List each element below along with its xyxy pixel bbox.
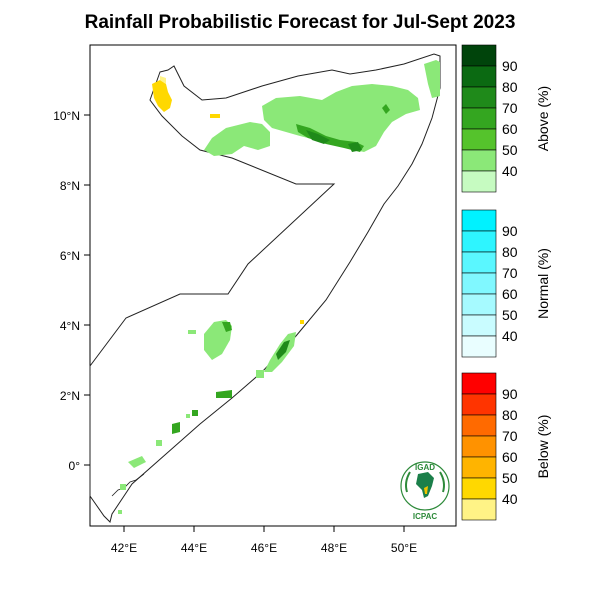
legend-label: 60	[502, 286, 518, 302]
x-tick-label: 48°E	[321, 541, 347, 555]
legend-swatch	[461, 149, 497, 172]
legend-swatch	[461, 314, 497, 337]
legend-label: 50	[502, 307, 518, 323]
legend-group: 90 80 70 60 50 40 Above (%) 90 80 70 60 50 40 Normal …	[461, 44, 551, 521]
legend-swatch	[461, 251, 497, 274]
legend-label: 50	[502, 470, 518, 486]
legend-swatch	[461, 209, 497, 232]
legend-swatch	[461, 65, 497, 88]
legend-swatch	[461, 435, 497, 458]
legend-label: 60	[502, 121, 518, 137]
legend-label: 70	[502, 100, 518, 116]
x-tick-label: 50°E	[391, 541, 417, 555]
map-frame	[89, 44, 457, 527]
y-axis	[84, 114, 90, 466]
legend-label: 80	[502, 407, 518, 423]
legend-swatch	[461, 128, 497, 151]
x-tick-label: 44°E	[181, 541, 207, 555]
y-tick-label: 2°N	[60, 389, 80, 403]
x-tick-label: 42°E	[111, 541, 137, 555]
legend-swatch	[461, 414, 497, 437]
legend-swatch	[461, 86, 497, 109]
legend-title: Above (%)	[535, 86, 551, 151]
logo-top-text: IGAD	[415, 463, 435, 472]
legend-swatch	[461, 44, 497, 67]
y-tick-label: 0°	[69, 459, 81, 473]
country-outline	[89, 53, 441, 523]
y-tick-label: 4°N	[60, 319, 80, 333]
legend-swatch	[461, 170, 497, 193]
legend-label: 40	[502, 163, 518, 179]
legend-label: 80	[502, 244, 518, 260]
x-tick-label: 46°E	[251, 541, 277, 555]
y-tick-label: 10°N	[53, 109, 80, 123]
y-tick-label: 8°N	[60, 179, 80, 193]
legend-swatch	[461, 372, 497, 395]
legend-label: 70	[502, 265, 518, 281]
legend-label: 40	[502, 491, 518, 507]
below-normal-region	[152, 76, 304, 324]
logo-bottom-text: ICPAC	[413, 512, 438, 521]
map-title: Rainfall Probabilistic Forecast for Jul-…	[84, 12, 516, 33]
legend-swatch	[461, 107, 497, 130]
legend-label: 90	[502, 58, 518, 74]
above-normal-south	[118, 320, 296, 514]
legend-label: 90	[502, 223, 518, 239]
y-tick-label: 6°N	[60, 249, 80, 263]
icpac-logo: IGAD ICPAC	[400, 461, 450, 521]
legend-label: 80	[502, 79, 518, 95]
legend-label: 40	[502, 328, 518, 344]
legend-swatch	[461, 456, 497, 479]
legend-swatch	[461, 393, 497, 416]
legend-swatch	[461, 293, 497, 316]
legend-label: 90	[502, 386, 518, 402]
legend-label: 70	[502, 428, 518, 444]
coast-detail	[111, 473, 145, 497]
legend-swatch	[461, 230, 497, 253]
legend-swatch	[461, 335, 497, 358]
legend-label: 60	[502, 449, 518, 465]
legend-swatch	[461, 477, 497, 500]
legend-title: Below (%)	[535, 415, 551, 479]
legend-swatch	[461, 272, 497, 295]
legend-title: Normal (%)	[535, 248, 551, 319]
legend-swatch	[461, 498, 497, 521]
legend-label: 50	[502, 142, 518, 158]
x-axis	[123, 526, 405, 532]
above-normal-north	[204, 60, 440, 156]
